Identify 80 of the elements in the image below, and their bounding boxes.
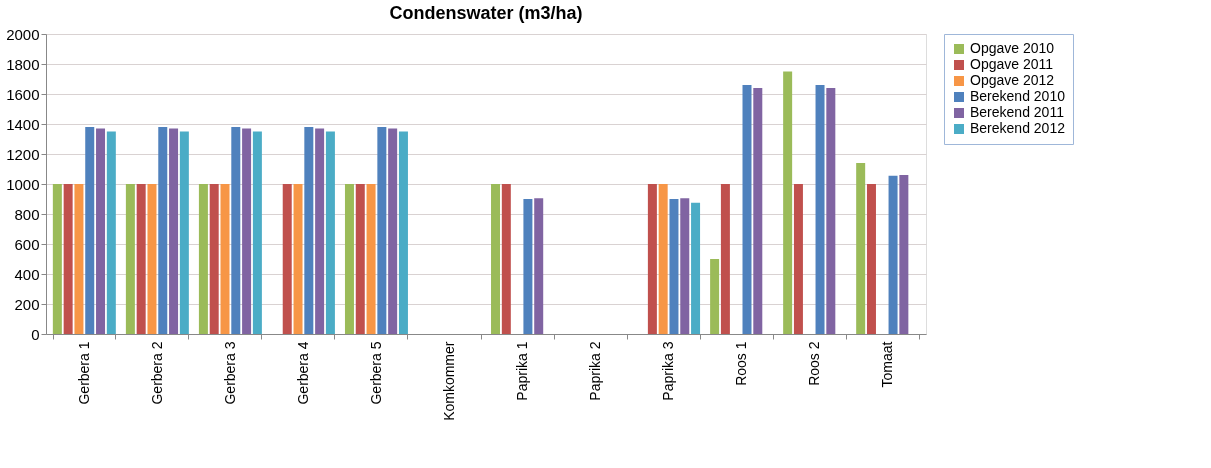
y-tick-label: 200 (14, 295, 40, 313)
bar (826, 88, 836, 334)
bar (647, 184, 657, 334)
x-tick-label: Tomaat (879, 341, 896, 388)
bar (198, 184, 208, 334)
bar (856, 163, 866, 334)
y-tick-label: 0 (31, 325, 40, 343)
bar (501, 184, 511, 334)
bar (742, 85, 752, 334)
bar (147, 184, 157, 334)
bar (366, 184, 376, 334)
bar (252, 131, 262, 334)
bar (325, 131, 335, 334)
bar (209, 184, 219, 334)
bar (866, 184, 876, 334)
bar (753, 88, 763, 334)
bar (125, 184, 135, 334)
legend-label: Opgave 2011 (970, 56, 1054, 72)
legend-label: Berekend 2010 (970, 88, 1066, 104)
chart-title: Condenswater (m3/ha) (389, 3, 583, 23)
bar (680, 198, 690, 334)
bar (220, 184, 230, 334)
bar (355, 184, 365, 334)
y-tick-label: 400 (14, 265, 40, 283)
x-tick-label: Komkommer (440, 341, 457, 421)
bar (293, 184, 303, 334)
legend-label: Opgave 2010 (970, 40, 1055, 56)
x-tick-label: Gerbera 5 (367, 341, 384, 405)
bar (74, 184, 84, 334)
bar (106, 131, 116, 334)
y-tick-label: 1200 (6, 145, 40, 163)
y-tick-label: 1400 (6, 115, 40, 133)
bar (304, 127, 314, 334)
bar (282, 184, 292, 334)
bar (388, 128, 398, 334)
bar (534, 198, 544, 334)
x-tick-label: Roos 1 (733, 341, 750, 386)
bar (377, 127, 387, 334)
bar (491, 184, 501, 334)
x-tick-label: Gerbera 3 (221, 341, 238, 405)
y-tick-label: 2000 (6, 25, 40, 43)
bar (158, 127, 168, 334)
x-tick-label: Roos 2 (806, 341, 823, 386)
bar (96, 128, 106, 334)
bar (783, 71, 793, 334)
bar (242, 128, 252, 334)
bar (344, 184, 354, 334)
x-tick-label: Paprika 3 (660, 341, 677, 401)
x-tick-label: Gerbera 1 (75, 341, 92, 405)
bar (793, 184, 803, 334)
bar (231, 127, 241, 334)
y-tick-label: 1800 (6, 55, 40, 73)
bar (669, 199, 679, 334)
bar (815, 85, 825, 334)
bar (63, 184, 73, 334)
legend-label: Berekend 2011 (970, 104, 1065, 120)
bar (658, 184, 668, 334)
y-tick-label: 1600 (6, 85, 40, 103)
legend-label: Opgave 2012 (970, 72, 1055, 88)
x-tick-label: Gerbera 4 (294, 341, 311, 405)
y-tick-label: 800 (14, 205, 40, 223)
bar (169, 128, 179, 334)
bar (691, 202, 701, 334)
bar (315, 128, 325, 334)
legend-label: Berekend 2012 (970, 120, 1066, 136)
bar (888, 175, 898, 334)
bar (179, 131, 189, 334)
y-tick-label: 600 (14, 235, 40, 253)
x-tick-label: Paprika 2 (587, 341, 604, 401)
x-tick-label: Paprika 1 (514, 341, 531, 401)
y-tick-label: 1000 (6, 175, 40, 193)
bar (85, 127, 95, 334)
bar (52, 184, 62, 334)
bar (899, 175, 909, 334)
bar (136, 184, 146, 334)
bar (398, 131, 408, 334)
bar (523, 199, 533, 334)
x-tick-label: Gerbera 2 (148, 341, 165, 405)
bar (720, 184, 730, 334)
bar (710, 259, 720, 334)
